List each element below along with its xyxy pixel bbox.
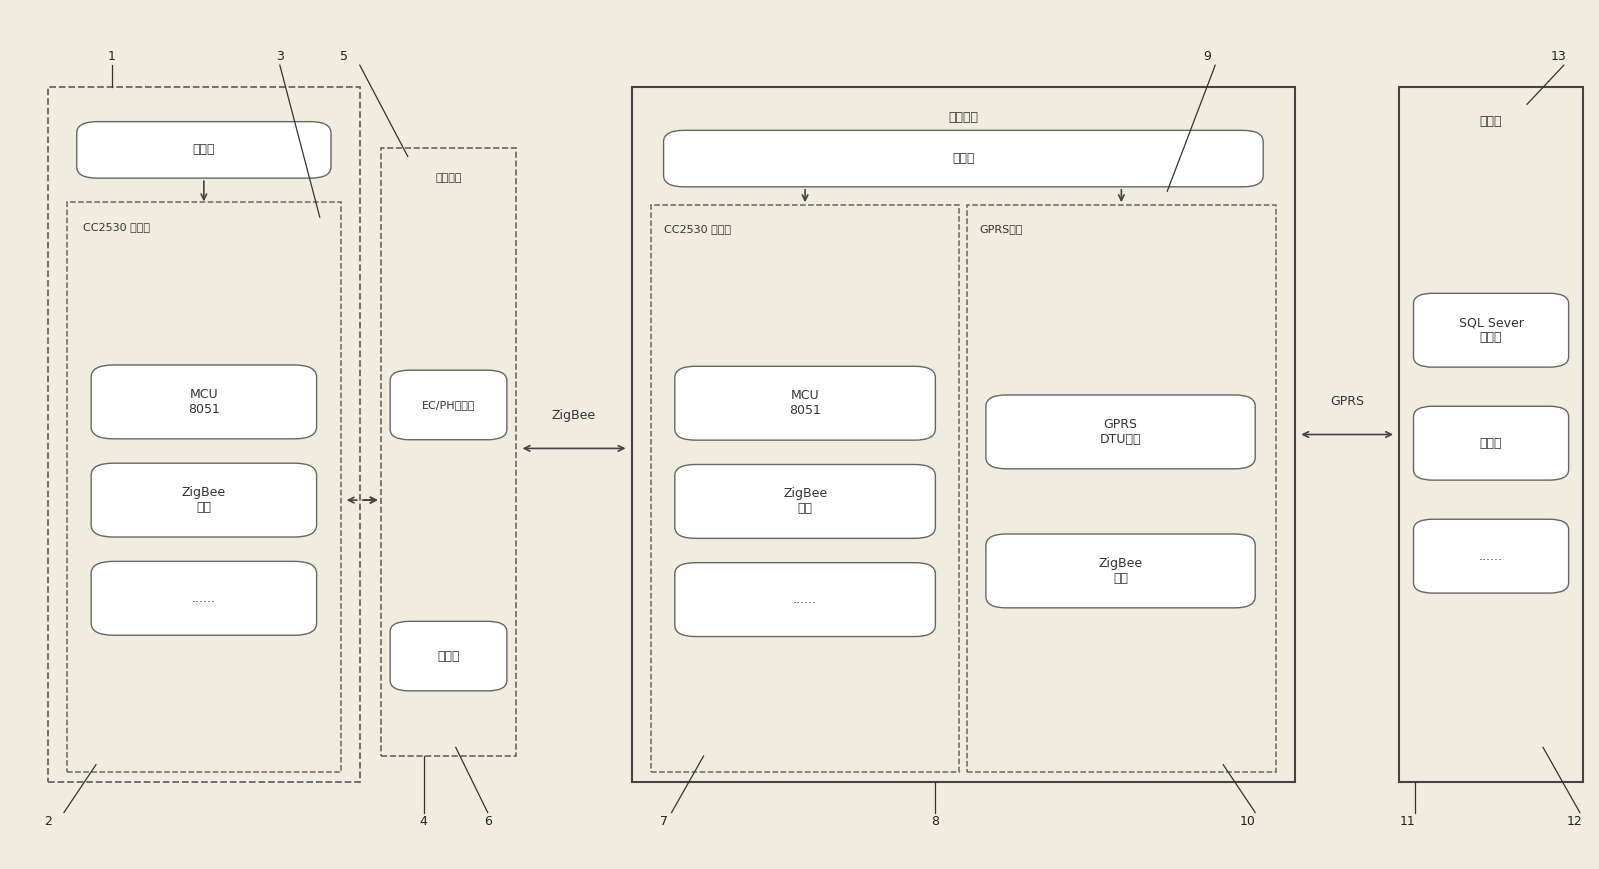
Text: 9: 9 xyxy=(1204,50,1210,63)
FancyBboxPatch shape xyxy=(91,365,317,439)
Text: GPRS
DTU模块: GPRS DTU模块 xyxy=(1100,418,1142,446)
Text: 6: 6 xyxy=(484,815,491,827)
Text: 网关节点: 网关节点 xyxy=(948,111,979,123)
FancyBboxPatch shape xyxy=(675,464,935,538)
FancyBboxPatch shape xyxy=(967,205,1276,772)
Text: ZigBee
模块: ZigBee 模块 xyxy=(182,486,225,514)
Text: 12: 12 xyxy=(1567,815,1583,827)
FancyBboxPatch shape xyxy=(390,370,507,440)
FancyBboxPatch shape xyxy=(987,395,1255,469)
FancyBboxPatch shape xyxy=(390,621,507,691)
Text: MCU
8051: MCU 8051 xyxy=(189,388,219,416)
Text: ......: ...... xyxy=(1479,550,1503,562)
FancyBboxPatch shape xyxy=(1399,87,1583,782)
Text: 智能终端: 智能终端 xyxy=(435,173,462,183)
Text: 8: 8 xyxy=(931,815,940,827)
Text: 干电池: 干电池 xyxy=(192,143,216,156)
Text: 7: 7 xyxy=(659,815,668,827)
Text: EC/PH传感器: EC/PH传感器 xyxy=(422,400,475,410)
FancyBboxPatch shape xyxy=(381,148,516,756)
Text: 干电池: 干电池 xyxy=(951,152,975,165)
Text: 1: 1 xyxy=(109,50,115,63)
FancyBboxPatch shape xyxy=(632,87,1295,782)
FancyBboxPatch shape xyxy=(987,534,1255,608)
FancyBboxPatch shape xyxy=(651,205,959,772)
Text: SQL Sever
数据库: SQL Sever 数据库 xyxy=(1458,316,1524,344)
FancyBboxPatch shape xyxy=(1414,294,1569,367)
Text: GPRS: GPRS xyxy=(1330,395,1364,408)
Text: ZigBee: ZigBee xyxy=(552,409,596,421)
FancyBboxPatch shape xyxy=(91,561,317,635)
Text: 13: 13 xyxy=(1551,50,1567,63)
Text: ......: ...... xyxy=(793,594,817,606)
Text: 4: 4 xyxy=(421,815,427,827)
Text: 10: 10 xyxy=(1239,815,1255,827)
Text: ......: ...... xyxy=(192,592,216,605)
Text: ZigBee
模块: ZigBee 模块 xyxy=(784,488,827,515)
Text: 电磁阀: 电磁阀 xyxy=(437,650,461,662)
FancyBboxPatch shape xyxy=(1414,519,1569,593)
Text: 2: 2 xyxy=(45,815,51,827)
Text: MCU
8051: MCU 8051 xyxy=(790,389,820,417)
Text: 5: 5 xyxy=(339,50,349,63)
FancyBboxPatch shape xyxy=(48,87,360,782)
FancyBboxPatch shape xyxy=(675,563,935,636)
FancyBboxPatch shape xyxy=(664,130,1263,187)
Text: 服务器: 服务器 xyxy=(1479,437,1503,449)
Text: 11: 11 xyxy=(1399,815,1415,827)
Text: CC2530 单片机: CC2530 单片机 xyxy=(83,222,150,232)
FancyBboxPatch shape xyxy=(675,367,935,440)
Text: GPRS模块: GPRS模块 xyxy=(980,224,1023,235)
FancyBboxPatch shape xyxy=(91,463,317,537)
FancyBboxPatch shape xyxy=(77,122,331,178)
FancyBboxPatch shape xyxy=(67,202,341,772)
Text: CC2530 单片机: CC2530 单片机 xyxy=(664,224,731,235)
Text: ZigBee
模块: ZigBee 模块 xyxy=(1099,557,1143,585)
Text: 服务器: 服务器 xyxy=(1479,116,1503,128)
FancyBboxPatch shape xyxy=(1414,407,1569,480)
Text: 3: 3 xyxy=(277,50,283,63)
